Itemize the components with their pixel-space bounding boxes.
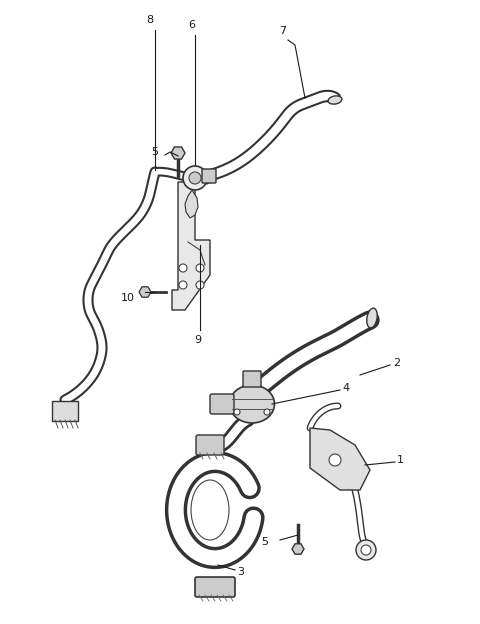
FancyBboxPatch shape [202,169,216,183]
Text: 1: 1 [397,455,404,465]
Ellipse shape [229,385,275,423]
Polygon shape [185,190,198,218]
Text: 2: 2 [393,358,400,368]
Circle shape [179,281,187,289]
Circle shape [356,540,376,560]
Polygon shape [172,182,210,310]
Text: 8: 8 [146,15,154,25]
Circle shape [183,166,207,190]
FancyBboxPatch shape [196,435,224,455]
Text: 9: 9 [194,335,202,345]
Text: 6: 6 [189,20,195,30]
Ellipse shape [191,480,229,540]
FancyBboxPatch shape [210,394,234,414]
Text: 5: 5 [152,147,158,157]
Text: 7: 7 [279,26,287,36]
Polygon shape [310,428,370,490]
Circle shape [264,409,270,415]
Circle shape [234,409,240,415]
FancyBboxPatch shape [52,401,78,421]
Ellipse shape [328,96,342,104]
FancyBboxPatch shape [243,371,261,387]
Ellipse shape [367,308,377,328]
Circle shape [179,264,187,272]
Text: 10: 10 [121,293,135,303]
Circle shape [196,264,204,272]
Text: 5: 5 [262,537,268,547]
Circle shape [329,454,341,466]
Circle shape [189,172,201,184]
Text: 3: 3 [237,567,244,577]
FancyBboxPatch shape [195,577,235,597]
Circle shape [196,281,204,289]
Text: 4: 4 [342,383,349,393]
Circle shape [361,545,371,555]
